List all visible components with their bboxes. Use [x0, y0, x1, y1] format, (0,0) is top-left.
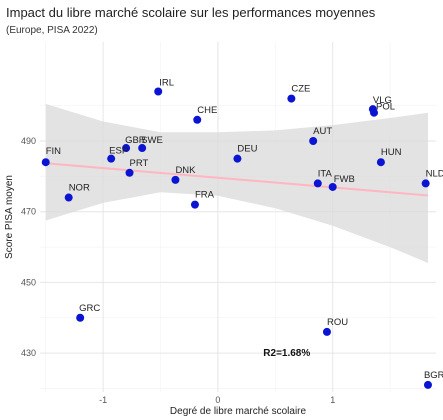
data-point-esp — [107, 154, 116, 163]
point-label-vlg: VLG — [373, 95, 392, 106]
point-label-irl: IRL — [159, 77, 174, 88]
x-tick-label: 1 — [330, 395, 335, 405]
data-point-bgr — [423, 380, 432, 389]
data-point-che — [193, 115, 202, 124]
x-tick-label: -1 — [99, 395, 107, 405]
point-label-fra: FRA — [195, 190, 215, 201]
point-label-aut: AUT — [313, 126, 332, 137]
data-point-hun — [376, 158, 385, 167]
data-point-nld — [421, 179, 430, 188]
point-label-cze: CZE — [291, 84, 310, 95]
point-label-deu: DEU — [237, 144, 257, 155]
point-label-prt: PRT — [130, 158, 149, 169]
point-label-che: CHE — [197, 105, 217, 116]
data-point-dnk — [171, 175, 180, 184]
point-label-bgr: BGR — [424, 370, 443, 381]
point-label-pol: POL — [376, 102, 395, 113]
data-point-ita — [313, 179, 322, 188]
point-label-hun: HUN — [381, 147, 402, 158]
data-point-grc — [76, 313, 85, 322]
data-point-prt — [125, 168, 134, 177]
y-tick-label: 470 — [21, 207, 36, 217]
tick-labels: -1 0 1 430 450 470 490 — [21, 136, 335, 405]
data-point-aut — [309, 136, 318, 145]
grid-lines — [40, 42, 436, 392]
point-label-fin: FIN — [46, 146, 61, 157]
chart-title: Impact du libre marché scolaire sur les … — [6, 5, 376, 20]
point-label-fwb: FWB — [334, 174, 355, 185]
y-tick-label: 450 — [21, 277, 36, 287]
data-point-irl — [154, 87, 163, 96]
point-label-swe: SWE — [141, 135, 163, 146]
trend-line-layer — [45, 162, 429, 197]
data-point-pol — [370, 108, 379, 117]
point-label-gbr: GBR — [125, 135, 146, 146]
data-point-deu — [233, 154, 242, 163]
point-label-ita: ITA — [318, 168, 333, 179]
data-point-swe — [138, 144, 147, 153]
point-label-rou: ROU — [327, 317, 348, 328]
data-point-nor — [64, 193, 73, 202]
data-point-rou — [322, 327, 331, 336]
point-label-nld: NLD — [426, 168, 443, 179]
data-point-cze — [287, 94, 296, 103]
trend-line — [45, 162, 429, 197]
point-label-esp: ESP — [109, 146, 128, 157]
point-label-grc: GRC — [79, 303, 100, 314]
r2-annotation: R2=1.68% — [263, 348, 310, 359]
chart-subtitle: (Europe, PISA 2022) — [6, 25, 98, 36]
confidence-band — [45, 103, 428, 264]
data-point-fwb — [328, 182, 337, 191]
y-tick-label: 490 — [21, 136, 36, 146]
point-label-nor: NOR — [69, 183, 90, 194]
x-tick-label: 0 — [215, 395, 220, 405]
point-label-dnk: DNK — [175, 165, 196, 176]
data-point-gbr — [122, 144, 131, 153]
data-point-fin — [41, 158, 50, 167]
data-point-fra — [190, 200, 199, 209]
confidence-band-layer — [45, 103, 428, 264]
y-axis-label: Score PISA moyen — [4, 175, 15, 259]
x-axis-label: Degré de libre marché scolaire — [170, 406, 307, 417]
y-tick-label: 430 — [21, 348, 36, 358]
